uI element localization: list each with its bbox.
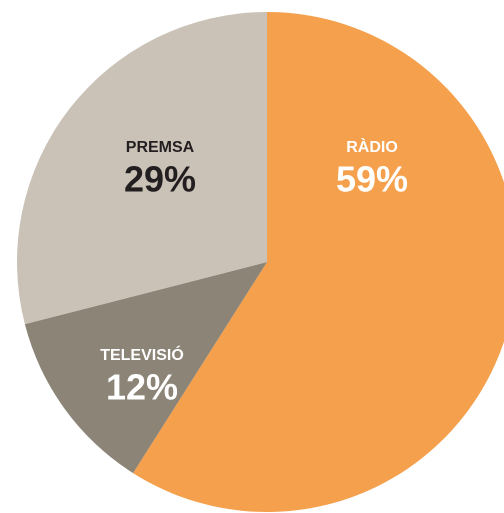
pie-slice: [16, 12, 268, 325]
slice-value-label: 59%: [336, 159, 408, 200]
slice-value-label: 29%: [124, 159, 196, 200]
slice-value-label: 12%: [106, 367, 178, 408]
pie-slice: [133, 12, 504, 512]
slice-name: TELEVISIÓ: [100, 345, 184, 364]
slice-name: PREMSA: [126, 139, 195, 156]
pie-slice: [24, 262, 267, 474]
slice-name: RÀDIO: [346, 137, 398, 156]
